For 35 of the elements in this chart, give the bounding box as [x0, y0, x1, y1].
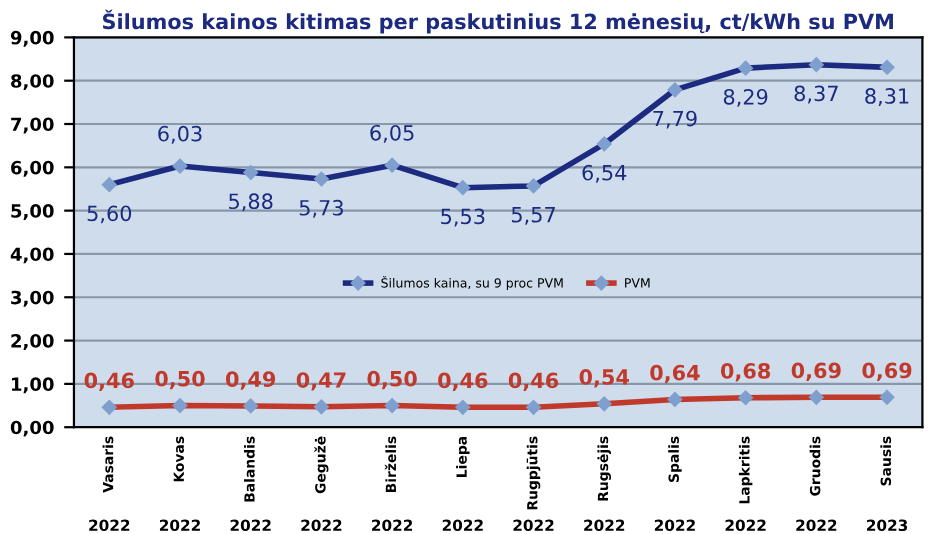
data-label: 6,54	[582, 164, 627, 183]
data-label: 0,50	[367, 370, 417, 390]
data-label: 8,31	[865, 88, 909, 106]
data-label: 5,53	[441, 208, 485, 227]
y-tick-label: 8,00	[11, 74, 54, 91]
y-tick-label: 9,00	[10, 30, 54, 47]
data-label: 0,46	[438, 372, 488, 391]
data-label: 0,47	[296, 372, 346, 391]
y-tick-label: 5,00	[11, 204, 54, 221]
data-label: 7,79	[653, 110, 697, 129]
data-label: 5,88	[229, 193, 273, 212]
data-label: 0,64	[650, 364, 700, 384]
data-label: 0,69	[791, 362, 841, 382]
data-label: 0,49	[226, 371, 276, 390]
y-tick-label: 6,00	[11, 160, 54, 177]
data-label: 5,73	[299, 199, 343, 218]
data-label: 0,46	[508, 372, 559, 391]
data-label: 8,29	[723, 88, 768, 107]
y-tick-label: 1,00	[11, 377, 54, 394]
y-tick-label: 4,00	[10, 247, 54, 264]
y-tick-label: 2,00	[11, 334, 54, 350]
y-tick-label: 0,00	[10, 420, 54, 437]
data-label: 0,68	[720, 363, 771, 382]
data-label: 0,46	[84, 372, 134, 391]
data-label: 5,60	[87, 205, 132, 224]
data-label: 0,54	[579, 369, 629, 388]
data-label: 6,03	[158, 125, 202, 144]
data-label: 5,57	[511, 207, 555, 225]
data-label: 8,37	[794, 85, 838, 104]
y-tick-label: 7,00	[11, 117, 54, 134]
chart-title: Šilumos kainos kitimas per paskutinius 12 mėnesių, ct/kWh su PVM	[102, 9, 893, 34]
y-tick-label: 3,00	[11, 290, 54, 307]
data-label: 0,50	[155, 370, 205, 390]
data-label: 6,05	[370, 124, 414, 143]
data-label: 0,69	[862, 362, 912, 382]
